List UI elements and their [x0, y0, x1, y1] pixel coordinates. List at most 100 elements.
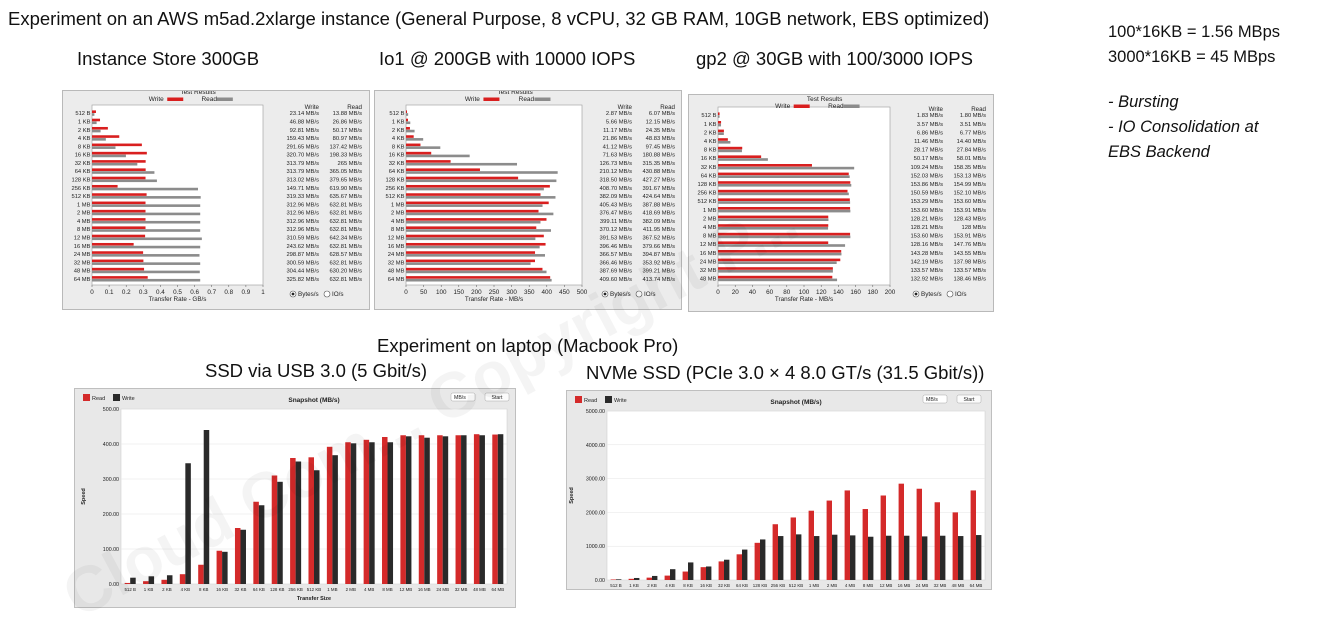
- bar-read: [754, 542, 760, 580]
- bar-write: [222, 551, 228, 584]
- x-tick-label: 32 KB: [234, 587, 246, 592]
- chart-title: Snapshot (MB/s): [770, 399, 821, 406]
- bar-read: [92, 278, 201, 282]
- legend-swatch-write: [113, 394, 120, 401]
- x-tick-label: 16 KB: [216, 587, 228, 592]
- legend-swatch-read: [575, 396, 582, 403]
- start-button: [956, 394, 982, 404]
- bar-write: [406, 151, 432, 155]
- category-label: 2 MB: [391, 211, 405, 217]
- value-label-write: 2.87 MB/s: [606, 111, 632, 117]
- bar-write: [92, 143, 142, 147]
- legend-swatch-read: [216, 97, 233, 101]
- bar-write: [406, 259, 535, 263]
- y-tick-label: 1000.00: [586, 544, 605, 550]
- value-label-read: 133.57 MB/s: [953, 268, 986, 274]
- value-label-write: 319.33 MB/s: [286, 194, 319, 200]
- bar-write: [718, 189, 848, 193]
- bar-write: [92, 242, 134, 246]
- x-tick-label: 0: [90, 289, 94, 296]
- x-tick-label: 1 MB: [327, 587, 337, 592]
- value-label-read: 619.90 MB/s: [329, 186, 362, 192]
- value-label-write: 325.82 MB/s: [286, 277, 319, 283]
- value-label-read: 1.80 MB/s: [960, 113, 986, 119]
- value-label-read: 632.81 MB/s: [329, 227, 362, 233]
- x-tick-label: 2 MB: [827, 583, 837, 588]
- category-label: 1 KB: [704, 122, 717, 128]
- radio-bytes-dot: [603, 292, 607, 296]
- x-tick-label: 2 MB: [346, 587, 356, 592]
- col-header-write: Write: [929, 106, 944, 113]
- bar-write: [718, 155, 762, 158]
- chart-nvme-ssd: Read Write Snapshot (MB/s) MB/s Start 0.00 100…: [569, 394, 986, 588]
- unit-select: [450, 392, 476, 402]
- bar-read: [345, 442, 351, 584]
- bar-write: [814, 536, 820, 580]
- bar-read: [382, 437, 388, 584]
- chart-gp2: Test Results Write Read Write Read 512 B 1.83 …: [697, 96, 987, 303]
- x-tick-label: 400: [542, 289, 553, 296]
- x-tick-label: 32 KB: [718, 583, 730, 588]
- value-label-read: 128.43 MB/s: [953, 216, 986, 222]
- x-tick-label: 8 MB: [863, 583, 873, 588]
- bar-write: [92, 151, 147, 155]
- bar-read: [406, 121, 411, 125]
- bar-read: [934, 502, 940, 580]
- category-label: 8 KB: [78, 144, 91, 150]
- bar-read: [718, 227, 829, 230]
- bar-write: [240, 529, 246, 584]
- value-label-read: 48.83 MB/s: [646, 136, 675, 142]
- radio-label-io: IO/s: [332, 291, 344, 298]
- x-tick-label: 0.7: [207, 289, 216, 296]
- bar-write: [406, 118, 408, 122]
- radio-bytes-dot: [291, 292, 295, 296]
- bar-write: [922, 536, 928, 580]
- x-tick-label: 64 MB: [491, 587, 504, 592]
- unit-select-label: MB/s: [454, 395, 466, 401]
- value-label-write: 128.21 MB/s: [910, 216, 943, 222]
- bar-read: [92, 262, 201, 265]
- bar-write: [718, 112, 720, 115]
- radio-label-bytes: Bytes/s: [921, 291, 942, 298]
- bar-read: [718, 158, 768, 161]
- value-label-write: 376.47 MB/s: [599, 211, 632, 217]
- legend-label-read: Read: [828, 103, 844, 110]
- bar-write: [92, 267, 145, 271]
- category-label: 512 KB: [697, 199, 716, 205]
- bar-read: [92, 237, 202, 241]
- x-tick-label: 256 KB: [771, 583, 785, 588]
- bar-read: [406, 204, 543, 207]
- value-label-write: 46.88 MB/s: [290, 119, 319, 125]
- bar-read: [718, 218, 829, 221]
- bar-write: [406, 201, 549, 205]
- x-tick-label: 180: [868, 289, 879, 296]
- value-label-read: 632.81 MB/s: [329, 277, 362, 283]
- x-tick-label: 16 MB: [418, 587, 431, 592]
- category-label: 32 KB: [701, 165, 717, 171]
- value-label-read: 128 MB/s: [962, 225, 987, 231]
- value-label-read: 353.92 MB/s: [642, 260, 675, 266]
- bar-write: [778, 536, 784, 580]
- value-label-read: 152.10 MB/s: [953, 191, 986, 197]
- bar-read: [718, 192, 849, 196]
- value-label-read: 143.55 MB/s: [953, 251, 986, 257]
- value-label-read: 365.05 MB/s: [329, 169, 362, 175]
- value-label-read: 367.52 MB/s: [642, 235, 675, 241]
- bar-write: [406, 184, 550, 188]
- bar-read: [198, 564, 204, 584]
- value-label-read: 399.21 MB/s: [642, 269, 675, 275]
- bar-read: [418, 435, 425, 584]
- bar-write: [92, 176, 146, 180]
- value-label-write: 408.70 MB/s: [599, 186, 632, 192]
- bar-read: [718, 278, 838, 282]
- bar-read: [234, 528, 241, 584]
- bar-write: [796, 534, 802, 580]
- bar-write: [406, 193, 541, 196]
- x-tick-label: 2 KB: [647, 583, 657, 588]
- value-label-write: 318.50 MB/s: [599, 177, 632, 183]
- bar-read: [406, 196, 556, 199]
- bar-read: [610, 579, 616, 580]
- bar-read: [92, 171, 155, 174]
- bar-read: [700, 567, 706, 580]
- value-label-read: 137.42 MB/s: [329, 144, 362, 150]
